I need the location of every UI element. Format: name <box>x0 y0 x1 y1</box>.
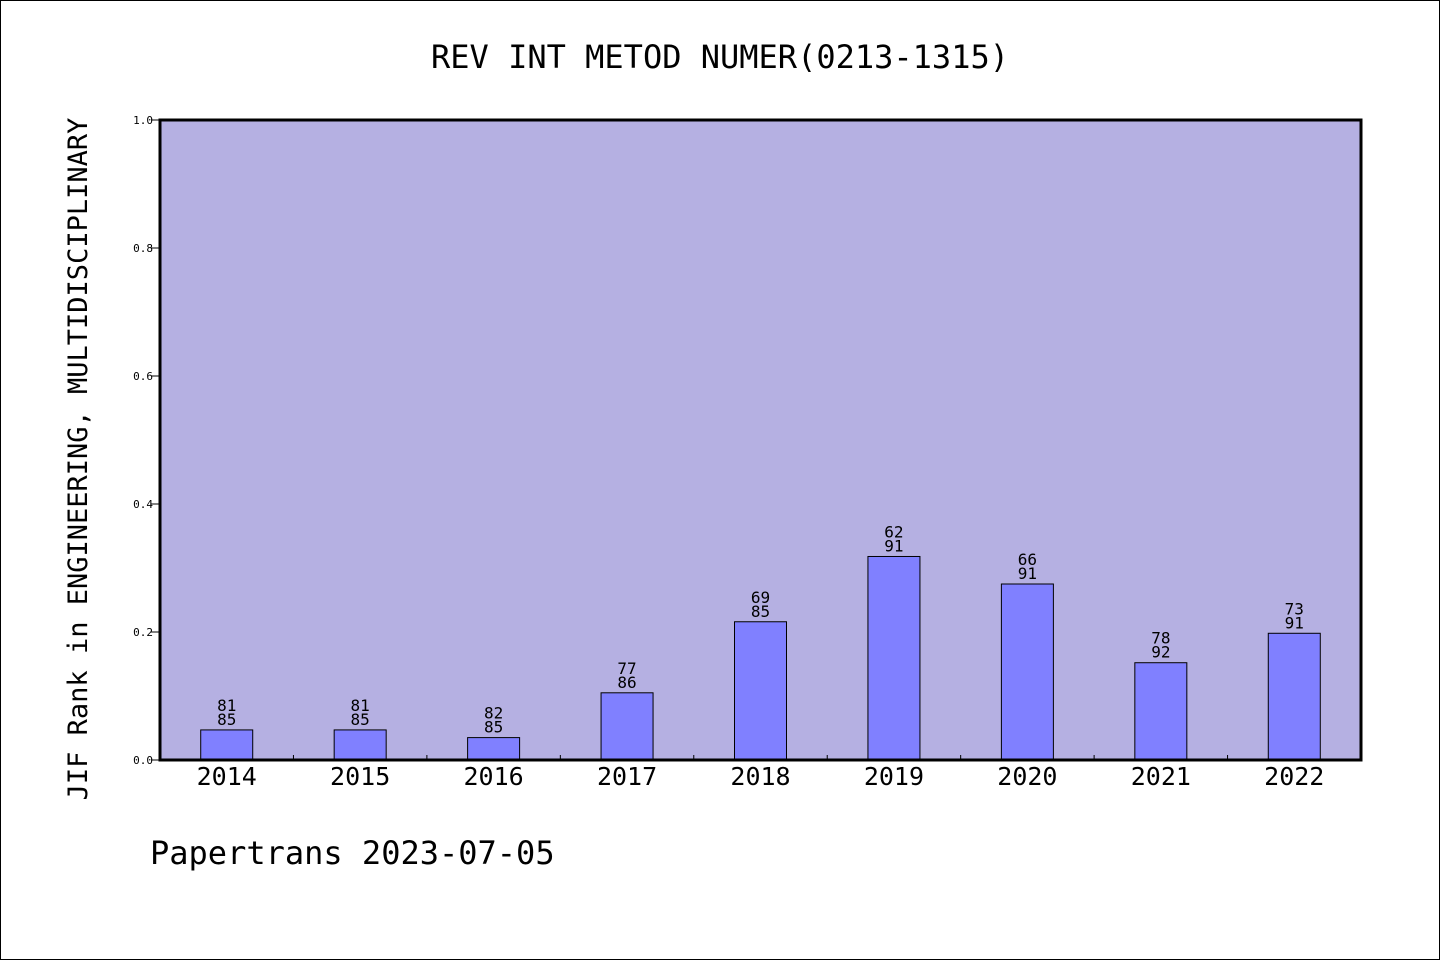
bar-label-rank: 81 <box>351 696 370 715</box>
bar-label-total: 92 <box>1151 643 1170 662</box>
bar-label-total: 85 <box>484 718 503 737</box>
bar-label-total: 85 <box>351 710 370 729</box>
x-tick-label: 2017 <box>597 762 657 791</box>
axis-ticks: 0.0 0.2 0.4 0.6 0.8 1.0 2014 2015 2016 2017 2018 20… <box>133 114 1324 791</box>
bar-label-rank: 82 <box>484 704 503 723</box>
bar-label-total: 91 <box>884 536 903 555</box>
bar-label-total: 86 <box>617 673 636 692</box>
bar-2018 <box>734 621 787 761</box>
x-tick-label: 2015 <box>330 762 390 791</box>
bar-label-rank: 66 <box>1018 550 1037 569</box>
bar-2016 <box>467 737 521 761</box>
y-tick-label: 1.0 <box>133 114 153 127</box>
bar-label-total: 85 <box>751 602 770 621</box>
bar-2015 <box>333 729 387 761</box>
x-tick-label: 2019 <box>864 762 924 791</box>
bar-label-total: 91 <box>1285 613 1304 632</box>
bar-2022 <box>1267 632 1321 761</box>
bar-label-rank: 77 <box>617 659 636 678</box>
x-tick-label: 2022 <box>1264 762 1324 791</box>
bar-label-total: 91 <box>1018 564 1037 583</box>
x-tick-label: 2021 <box>1131 762 1191 791</box>
y-tick-label: 0.8 <box>133 242 153 255</box>
bar-2021 <box>1134 662 1188 761</box>
x-tick-label: 2020 <box>997 762 1057 791</box>
bar-label-total: 85 <box>217 710 236 729</box>
y-axis-label: JIF Rank in ENGINEERING, MULTIDISCIPLINA… <box>63 118 94 801</box>
y-tick-label: 0.0 <box>133 754 153 767</box>
bar-label-rank: 73 <box>1285 599 1304 618</box>
bar-label-rank: 78 <box>1151 629 1170 648</box>
y-tick-label: 0.4 <box>133 498 153 511</box>
bar-2020 <box>1000 583 1054 761</box>
bar-2019 <box>867 555 921 761</box>
chart-title: REV INT METOD NUMER(0213-1315) <box>431 38 1009 76</box>
x-tick-label: 2016 <box>464 762 524 791</box>
bar-2017 <box>600 692 654 761</box>
y-tick-label: 0.2 <box>133 626 153 639</box>
bar-label-rank: 81 <box>217 696 236 715</box>
plot-frame <box>158 118 1363 762</box>
bar-2014 <box>200 729 254 761</box>
y-tick-label: 0.6 <box>133 370 153 383</box>
bar-label-rank: 62 <box>884 522 903 541</box>
x-tick-label: 2018 <box>730 762 790 791</box>
footer-credit: Papertrans 2023-07-05 <box>150 834 555 872</box>
x-tick-label: 2014 <box>197 762 257 791</box>
bar-label-rank: 69 <box>751 588 770 607</box>
